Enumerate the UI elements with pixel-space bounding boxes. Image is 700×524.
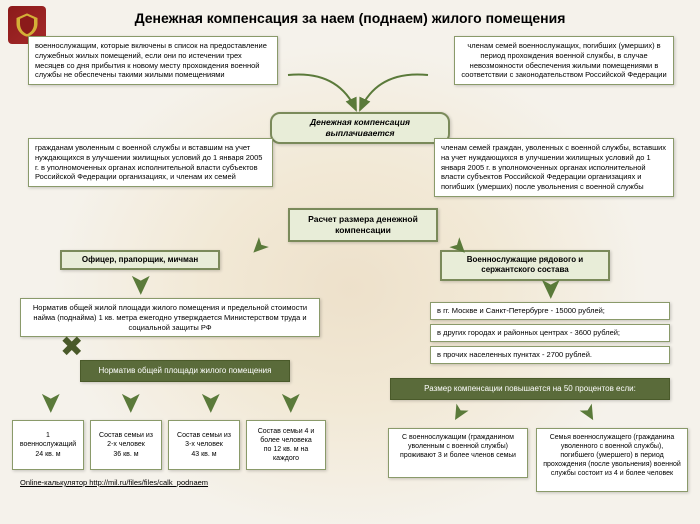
soldier-box: Военнослужащие рядового и сержантского с… <box>440 250 610 281</box>
inc2-box: Семья военнослужащего (гражданина уволен… <box>536 428 688 492</box>
officer-box: Офицер, прапорщик, мичман <box>60 250 220 270</box>
rate-2: в прочих населенных пунктах - 2700 рубле… <box>430 346 670 364</box>
rate-0: в гг. Москве и Санкт-Петербурге - 15000 … <box>430 302 670 320</box>
calc-title: Расчет размера денежной компенсации <box>288 208 438 242</box>
arrow-down-icon: ➤ <box>275 391 308 414</box>
box-mid-right: членам семей граждан, уволенных с военно… <box>434 138 674 197</box>
cell-1: Состав семьи из 2-х человек36 кв. м <box>90 420 162 470</box>
inc1-box: С военнослужащим (гражданином уволенным … <box>388 428 528 478</box>
cell-2: Состав семьи из 3-х человек43 кв. м <box>168 420 240 470</box>
arrow-down-icon: ➤ <box>195 391 228 414</box>
increase-box: Размер компенсации повышается на 50 проц… <box>390 378 670 400</box>
cell-3: Состав семьи 4 и более человекапо 12 кв.… <box>246 420 326 470</box>
multiply-icon: ✖ <box>60 330 83 363</box>
center-pill: Денежная компенсация выплачивается <box>270 112 450 144</box>
rate-1: в других городах и районных центрах - 36… <box>430 324 670 342</box>
page-title: Денежная компенсация за наем (поднаем) ж… <box>0 10 700 26</box>
arrow-down-icon: ➤ <box>115 391 148 414</box>
box-mid-left: гражданам уволенным с военной службы и в… <box>28 138 273 187</box>
arrow-down-icon: ➤ <box>535 277 568 300</box>
box-top-left: военнослужащим, которые включены в списо… <box>28 36 278 85</box>
calc-link[interactable]: Online-калькулятор http://mil.ru/files/f… <box>20 478 208 487</box>
cell-0: 1 военнослужащий24 кв. м <box>12 420 84 470</box>
norm2-box: Норматив общей площади жилого помещения <box>80 360 290 382</box>
box-top-right: членам семей военнослужащих, погибших (у… <box>454 36 674 85</box>
arrow-down-icon: ➤ <box>125 273 158 296</box>
arrow-down-icon: ➤ <box>35 391 68 414</box>
